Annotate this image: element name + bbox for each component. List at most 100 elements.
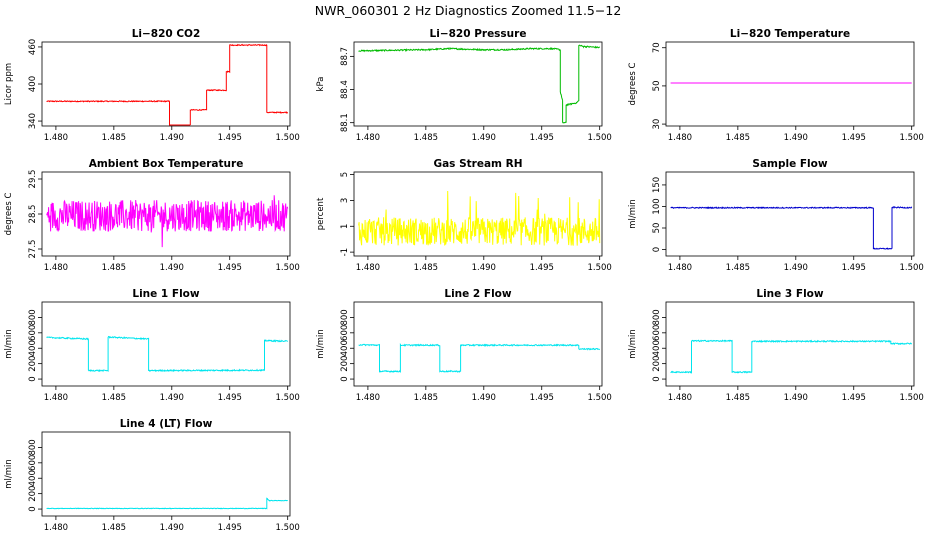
x-tick-label: 1.500 xyxy=(588,393,612,403)
y-tick-label: 400 xyxy=(28,76,38,92)
panel-line4: Line 4 (LT) Flow 1.480 1.485 1.490 1.495 1.50… xyxy=(4,418,300,533)
panel-line3: Line 3 Flow 1.480 1.485 1.490 1.495 1.500 0 200… xyxy=(628,288,924,403)
y-axis-label: ml/min xyxy=(4,459,14,489)
y-tick-label: 50 xyxy=(652,223,662,234)
y-tick-label: 600 xyxy=(340,325,350,341)
y-tick-label: 460 xyxy=(28,39,38,55)
y-tick-label: 200 xyxy=(28,486,38,502)
x-tick-label: 1.500 xyxy=(588,263,612,273)
x-tick-label: 1.490 xyxy=(784,263,808,273)
figure-title: NWR_060301 2 Hz Diagnostics Zoomed 11.5−… xyxy=(314,3,622,18)
x-tick-label: 1.500 xyxy=(588,133,612,143)
x-tick-label: 1.480 xyxy=(356,263,380,273)
x-tick-label: 1.485 xyxy=(102,263,126,273)
panel-pressure: Li−820 Pressure 1.480 1.485 1.490 1.495 1.500… xyxy=(316,28,612,143)
y-axis-label: ml/min xyxy=(628,199,638,229)
y-tick-label: 88.7 xyxy=(340,47,350,66)
y-tick-label: 0 xyxy=(340,376,350,381)
x-tick-label: 1.490 xyxy=(472,393,496,403)
series-line-line1 xyxy=(46,335,289,373)
series-line-line2 xyxy=(358,342,601,373)
plot-frame xyxy=(41,431,291,517)
x-tick-label: 1.500 xyxy=(900,393,924,403)
x-tick-label: 1.480 xyxy=(356,393,380,403)
x-tick-label: 1.490 xyxy=(784,133,808,143)
y-tick-label: -1 xyxy=(340,248,350,256)
x-tick-label: 1.495 xyxy=(530,133,554,143)
panel-title: Li−820 Temperature xyxy=(730,28,850,40)
series-line-box-temp xyxy=(46,195,289,248)
x-tick-label: 1.480 xyxy=(668,133,692,143)
y-tick-label: 88.4 xyxy=(340,80,350,99)
x-tick-label: 1.480 xyxy=(668,263,692,273)
x-tick-label: 1.500 xyxy=(900,133,924,143)
plot-frame xyxy=(665,171,915,257)
x-tick-label: 1.495 xyxy=(218,133,242,143)
y-tick-label: 200 xyxy=(652,356,662,372)
x-tick-label: 1.495 xyxy=(218,263,242,273)
panel-title: Li−820 Pressure xyxy=(430,28,527,40)
x-tick-label: 1.485 xyxy=(726,393,750,403)
panel-title: Line 3 Flow xyxy=(756,288,823,300)
x-tick-label: 1.495 xyxy=(842,133,866,143)
y-tick-label: 800 xyxy=(652,309,662,325)
y-axis-label: degrees C xyxy=(4,193,14,236)
panel-title: Line 2 Flow xyxy=(444,288,511,300)
y-tick-label: 1 xyxy=(340,224,350,229)
x-tick-label: 1.495 xyxy=(530,263,554,273)
y-tick-label: 50 xyxy=(652,80,662,91)
y-tick-label: 30 xyxy=(652,119,662,130)
x-tick-label: 1.490 xyxy=(160,133,184,143)
x-tick-label: 1.480 xyxy=(44,393,68,403)
plot-frame xyxy=(353,301,603,387)
y-tick-label: 800 xyxy=(28,439,38,455)
x-tick-label: 1.485 xyxy=(726,133,750,143)
x-tick-label: 1.485 xyxy=(414,263,438,273)
y-tick-label: 400 xyxy=(28,470,38,486)
plot-frame xyxy=(41,41,291,127)
series-line-line3 xyxy=(670,339,913,375)
y-tick-label: 70 xyxy=(652,42,662,53)
y-axis-label: kPa xyxy=(316,77,326,92)
series-line-line4 xyxy=(46,497,288,510)
y-tick-label: 340 xyxy=(28,113,38,129)
x-tick-label: 1.490 xyxy=(160,523,184,533)
y-tick-label: 400 xyxy=(340,340,350,356)
plot-frame xyxy=(353,171,603,257)
y-tick-label: 800 xyxy=(340,309,350,325)
x-tick-label: 1.485 xyxy=(414,393,438,403)
y-tick-label: 29.5 xyxy=(28,170,38,189)
y-tick-label: 400 xyxy=(28,340,38,356)
x-tick-label: 1.495 xyxy=(218,523,242,533)
x-tick-label: 1.495 xyxy=(842,393,866,403)
y-axis-label: ml/min xyxy=(316,329,326,359)
panel-box-temp: Ambient Box Temperature 1.480 1.485 1.490 1.… xyxy=(4,158,300,273)
x-tick-label: 1.485 xyxy=(102,523,126,533)
x-tick-label: 1.485 xyxy=(414,133,438,143)
y-tick-label: 0 xyxy=(652,376,662,381)
y-axis-label: degrees C xyxy=(628,63,638,106)
panel-line2: Line 2 Flow 1.480 1.485 1.490 1.495 1.500 0 200… xyxy=(316,288,612,403)
x-tick-label: 1.490 xyxy=(160,263,184,273)
x-tick-label: 1.485 xyxy=(102,133,126,143)
y-tick-label: 200 xyxy=(28,356,38,372)
x-tick-label: 1.500 xyxy=(276,263,300,273)
y-tick-label: 0 xyxy=(652,247,662,252)
x-tick-label: 1.495 xyxy=(842,263,866,273)
y-tick-label: 5 xyxy=(340,172,350,177)
panel-temperature: Li−820 Temperature 1.480 1.485 1.490 1.495 1.… xyxy=(628,28,924,143)
y-tick-label: 150 xyxy=(652,177,662,193)
panel-title: Line 4 (LT) Flow xyxy=(120,418,213,430)
panel-line1: Line 1 Flow 1.480 1.485 1.490 1.495 1.500 0 200… xyxy=(4,288,300,403)
x-tick-label: 1.485 xyxy=(726,263,750,273)
y-axis-label: ml/min xyxy=(628,329,638,359)
panel-rh: Gas Stream RH 1.480 1.485 1.490 1.495 1.500 -1… xyxy=(316,158,612,273)
x-tick-label: 1.490 xyxy=(472,133,496,143)
x-tick-label: 1.495 xyxy=(530,393,554,403)
y-tick-label: 100 xyxy=(652,198,662,214)
panel-title: Line 1 Flow xyxy=(132,288,199,300)
x-tick-label: 1.500 xyxy=(276,133,300,143)
x-tick-label: 1.490 xyxy=(472,263,496,273)
x-tick-label: 1.480 xyxy=(356,133,380,143)
